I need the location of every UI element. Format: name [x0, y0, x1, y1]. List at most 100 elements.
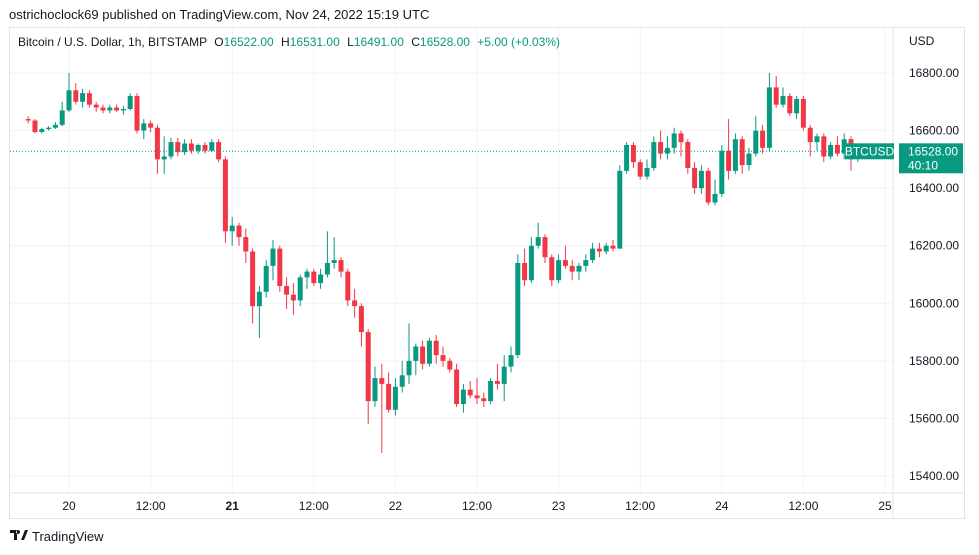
candle-body: [522, 262, 528, 281]
candle-body: [25, 119, 31, 121]
candle-body: [644, 167, 650, 177]
candle-body: [637, 162, 643, 177]
candle-body: [263, 265, 269, 292]
last-price-label: 16528.00: [908, 144, 958, 158]
candle-body: [100, 107, 106, 111]
y-tick-label: 15400.00: [909, 469, 959, 483]
legend-high-label: H: [281, 35, 290, 49]
candle-body: [515, 262, 521, 356]
candle-body: [209, 142, 215, 151]
candle-body: [127, 96, 133, 109]
candle-body: [807, 127, 813, 143]
candle-body: [52, 124, 58, 128]
candle-body: [195, 144, 201, 151]
candle-body: [345, 271, 351, 301]
candle-body: [814, 136, 820, 143]
candle-body: [753, 130, 759, 154]
tradingview-logo-icon: [10, 529, 28, 544]
candle-body: [229, 225, 235, 232]
candle-body: [161, 156, 167, 160]
candle-body: [440, 355, 446, 361]
candle-body: [154, 127, 160, 160]
candle-body: [290, 294, 296, 301]
candle-body: [494, 381, 500, 384]
candle-body: [426, 340, 432, 364]
candle-body: [780, 96, 786, 105]
candle-body: [386, 383, 392, 410]
grid: [10, 28, 893, 493]
candle-body: [766, 87, 772, 148]
candle-body: [698, 170, 704, 189]
candle-body: [569, 265, 575, 272]
candle-body: [501, 366, 507, 384]
candle-body: [175, 142, 181, 153]
candle-body: [148, 123, 154, 128]
candle-body: [277, 248, 283, 287]
candle-body: [93, 104, 99, 108]
candle-body: [760, 130, 766, 148]
candle-body: [297, 277, 303, 301]
candle-body: [243, 237, 249, 252]
x-tick-label: 22: [389, 499, 403, 513]
candle-body: [406, 360, 412, 376]
candle-body: [433, 340, 439, 356]
candle-body: [535, 237, 541, 246]
legend-symbol: Bitcoin / U.S. Dollar, 1h, BITSTAMP: [18, 35, 207, 49]
footer-brand[interactable]: TradingView: [32, 529, 104, 544]
candle-body: [773, 87, 779, 105]
candle-body: [46, 127, 52, 130]
candle-body: [39, 129, 45, 133]
candle-body: [685, 142, 691, 168]
candle-body: [834, 144, 840, 154]
candle-body: [399, 375, 405, 387]
chart-frame: [9, 27, 965, 519]
candle-body: [392, 386, 398, 410]
candle-body: [712, 193, 718, 203]
candle-body: [828, 144, 834, 157]
candle-body: [583, 260, 589, 266]
candle-body: [358, 306, 364, 333]
candles: [25, 73, 861, 453]
candle-body: [188, 143, 194, 151]
x-tick-label: 12:00: [625, 499, 655, 513]
candle-body: [202, 144, 208, 151]
legend-low-value: 16491.00: [353, 35, 404, 49]
x-tick-label: 25: [878, 499, 892, 513]
candle-body: [338, 260, 344, 272]
x-tick-label: 12:00: [462, 499, 492, 513]
candle-body: [73, 90, 79, 102]
candle-body: [664, 147, 670, 154]
candle-body: [372, 378, 378, 402]
candle-body: [352, 300, 358, 307]
y-tick-label: 15600.00: [909, 411, 959, 425]
candle-body: [454, 369, 460, 405]
candle-body: [556, 260, 562, 281]
legend-high-value: 16531.00: [289, 35, 340, 49]
candle-body: [596, 248, 602, 252]
candle-body: [141, 123, 147, 131]
candle-body: [256, 291, 262, 307]
x-tick-label: 12:00: [299, 499, 329, 513]
candle-body: [168, 142, 174, 157]
last-price-box: [899, 143, 963, 174]
y-tick-label: 16600.00: [909, 124, 959, 138]
x-tick-label: 20: [62, 499, 76, 513]
candle-body: [658, 142, 664, 154]
publisher-caption: ostrichoclock69 published on TradingView…: [9, 7, 430, 22]
candle-body: [542, 237, 548, 258]
legend-close-value: 16528.00: [419, 35, 470, 49]
axes: USD 15400.00 15600.00 15800.00 16000.00 1620…: [10, 28, 964, 519]
candle-body: [114, 107, 120, 111]
ohlc-legend: Bitcoin / U.S. Dollar, 1h, BITSTAMP O165…: [18, 35, 560, 49]
candle-body: [692, 167, 698, 189]
candle-body: [746, 153, 752, 166]
candle-body: [365, 332, 371, 402]
candle-body: [182, 143, 188, 153]
candle-body: [624, 144, 630, 171]
candle-body: [216, 142, 222, 160]
footer: TradingView: [10, 529, 104, 544]
candle-body: [311, 271, 317, 284]
candle-body: [107, 107, 113, 111]
